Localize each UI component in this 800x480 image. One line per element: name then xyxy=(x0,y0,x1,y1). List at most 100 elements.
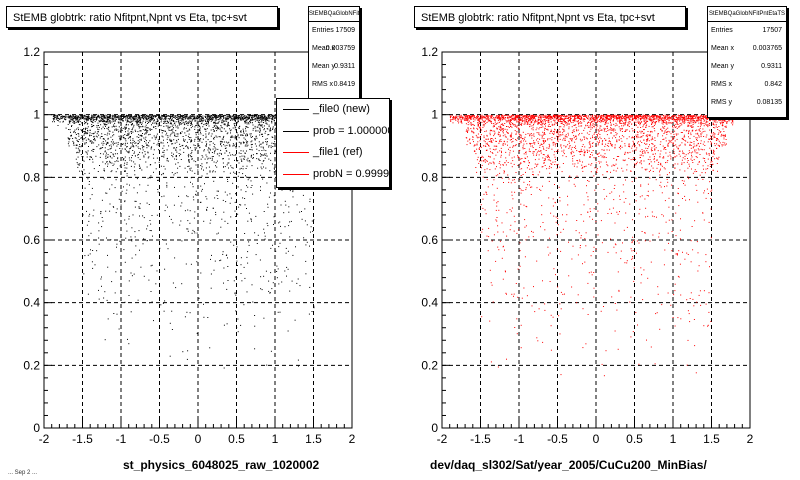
data-point xyxy=(175,136,177,137)
data-point xyxy=(235,147,237,149)
data-point xyxy=(217,115,219,116)
data-point xyxy=(208,132,210,134)
data-point xyxy=(209,118,211,119)
data-point xyxy=(208,125,210,127)
data-point xyxy=(726,117,728,119)
data-point xyxy=(105,140,107,142)
data-point xyxy=(247,144,249,146)
data-point xyxy=(107,266,109,268)
data-point xyxy=(125,192,127,194)
data-point xyxy=(235,142,237,144)
data-point xyxy=(264,154,266,156)
data-point xyxy=(626,117,628,119)
data-point xyxy=(270,115,272,117)
data-point xyxy=(70,118,72,120)
data-point xyxy=(135,245,137,247)
data-point xyxy=(176,172,178,174)
data-point xyxy=(125,115,127,117)
data-point xyxy=(213,125,215,127)
data-point xyxy=(590,118,592,120)
data-point xyxy=(100,117,102,119)
data-point xyxy=(128,115,130,116)
data-point xyxy=(167,206,168,208)
data-point xyxy=(244,152,246,154)
data-point xyxy=(233,145,235,147)
data-point xyxy=(134,231,136,233)
data-point xyxy=(655,118,657,120)
data-point xyxy=(162,142,164,144)
data-point xyxy=(111,126,113,128)
data-point xyxy=(205,135,207,137)
data-point xyxy=(145,129,147,131)
data-point xyxy=(237,175,239,177)
data-point xyxy=(108,121,110,123)
data-point xyxy=(194,140,196,142)
data-point xyxy=(174,257,176,259)
data-point xyxy=(69,129,71,131)
data-point xyxy=(501,119,503,121)
data-point xyxy=(221,127,223,129)
data-point xyxy=(256,148,258,150)
data-point xyxy=(152,115,154,117)
data-point xyxy=(190,115,191,117)
data-point xyxy=(141,115,143,117)
data-point xyxy=(528,118,530,120)
data-point xyxy=(141,115,143,117)
data-point xyxy=(179,146,181,147)
data-point xyxy=(577,115,579,117)
data-point xyxy=(106,237,107,239)
data-point xyxy=(177,125,179,127)
data-point xyxy=(68,139,70,141)
data-point xyxy=(112,141,114,143)
data-point xyxy=(104,115,106,117)
data-point xyxy=(258,150,260,152)
data-point xyxy=(234,138,236,140)
data-point xyxy=(148,279,150,281)
data-point xyxy=(191,120,193,122)
data-point xyxy=(602,121,604,123)
data-point xyxy=(591,118,593,120)
data-point xyxy=(268,146,270,148)
data-point xyxy=(260,174,262,176)
data-point xyxy=(246,120,248,122)
data-point xyxy=(128,343,130,345)
data-point xyxy=(177,162,179,164)
data-point xyxy=(574,119,576,121)
data-point xyxy=(82,129,84,131)
data-point xyxy=(258,141,260,143)
data-point xyxy=(250,156,252,158)
data-point xyxy=(163,195,165,197)
data-point xyxy=(246,133,248,135)
data-point xyxy=(93,209,95,211)
data-point xyxy=(157,142,159,144)
data-point xyxy=(204,123,206,125)
data-point xyxy=(249,116,251,118)
data-point xyxy=(140,130,142,132)
data-point xyxy=(130,272,132,274)
data-point xyxy=(73,142,75,144)
data-point xyxy=(128,280,130,282)
data-point xyxy=(153,320,154,322)
data-point xyxy=(99,117,101,118)
data-point xyxy=(568,116,570,118)
data-point xyxy=(190,153,192,155)
data-point xyxy=(129,137,131,139)
data-point xyxy=(150,119,152,121)
data-point xyxy=(541,121,543,122)
data-point xyxy=(233,136,235,138)
data-point xyxy=(598,115,600,117)
data-point xyxy=(84,173,86,175)
data-point xyxy=(195,120,197,122)
data-point xyxy=(154,162,156,164)
data-point xyxy=(109,188,111,190)
data-point xyxy=(105,116,106,118)
data-point xyxy=(98,129,100,131)
data-point xyxy=(261,117,263,119)
data-point xyxy=(185,146,187,147)
data-point xyxy=(200,138,202,140)
data-point xyxy=(269,130,271,132)
data-point xyxy=(237,186,239,188)
data-point xyxy=(58,120,59,122)
data-point xyxy=(156,214,158,216)
data-point xyxy=(237,117,239,119)
